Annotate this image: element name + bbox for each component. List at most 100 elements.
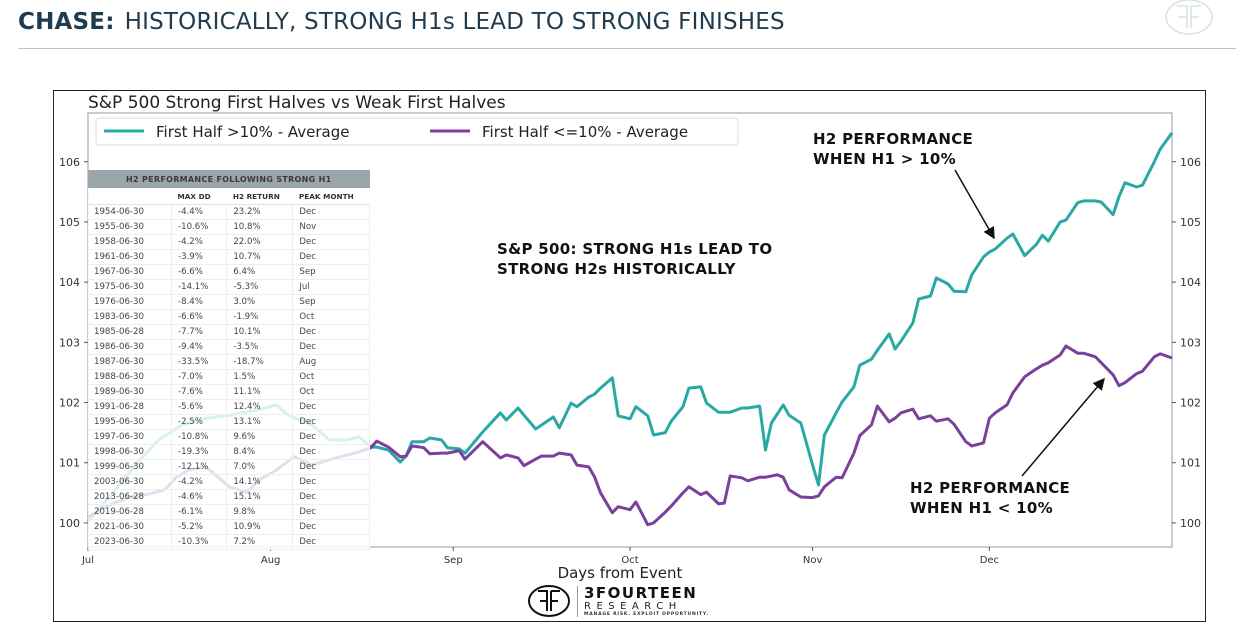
y-tick-label-left: 104 bbox=[59, 276, 80, 289]
table-cell: 1987-06-30 bbox=[88, 354, 172, 370]
x-tick-label: Oct bbox=[621, 555, 638, 566]
table-cell: 6.4% bbox=[226, 264, 294, 280]
table-cell: -3.5% bbox=[226, 339, 294, 355]
y-tick-label-right: 101 bbox=[1180, 457, 1201, 470]
table-row: 1998-06-30 -19.3% 8.4% Dec bbox=[88, 444, 370, 460]
annotation-strong: H2 PERFORMANCE WHEN H1 > 10% bbox=[813, 129, 973, 169]
figure-frame bbox=[53, 90, 1206, 622]
table-cell: 2023-06-30 bbox=[88, 534, 172, 550]
table-cell: Dec bbox=[292, 459, 370, 475]
table-cell: 1967-06-30 bbox=[88, 264, 172, 280]
arrow-weak-icon bbox=[1021, 377, 1105, 477]
table-cell: -1.9% bbox=[226, 309, 294, 325]
table-cell: 1995-06-30 bbox=[88, 414, 172, 430]
table-cell: -4.6% bbox=[171, 489, 228, 505]
table-cell: -4.4% bbox=[171, 204, 228, 220]
table-cell: Sep bbox=[292, 294, 370, 310]
table-cell: Oct bbox=[292, 369, 370, 385]
annotation-strong-line: H2 PERFORMANCE bbox=[813, 130, 974, 148]
table-row: 2003-06-30 -4.2% 14.1% Dec bbox=[88, 474, 370, 490]
table-cell: Jul bbox=[292, 279, 370, 295]
table-cell: -7.7% bbox=[171, 324, 228, 340]
legend bbox=[95, 117, 739, 146]
table-title: H2 PERFORMANCE FOLLOWING STRONG H1 bbox=[88, 170, 370, 188]
table-cell: 13.1% bbox=[226, 414, 294, 430]
table-row: 1988-06-30 -7.0% 1.5% Oct bbox=[88, 369, 370, 385]
table-cell: Dec bbox=[292, 429, 370, 445]
table-cell: 11.1% bbox=[226, 384, 294, 400]
column-header: H2 RETURN bbox=[226, 188, 293, 205]
column-header bbox=[88, 188, 172, 205]
x-tick-label: Dec bbox=[980, 555, 999, 566]
table-cell: Sep bbox=[292, 264, 370, 280]
3fourteen-logo-icon bbox=[528, 585, 570, 617]
table-cell: -7.0% bbox=[171, 369, 228, 385]
table-cell: 1998-06-30 bbox=[88, 444, 172, 460]
table-cell: Dec bbox=[292, 534, 370, 550]
annotation-center: S&P 500: STRONG H1s LEAD TO STRONG H2s H… bbox=[497, 239, 772, 279]
watermark-logo-icon bbox=[1163, 0, 1215, 44]
table-cell: 12.4% bbox=[226, 399, 294, 415]
table-cell: -18.7% bbox=[226, 354, 294, 370]
annotation-center-line: STRONG H2s HISTORICALLY bbox=[497, 260, 736, 278]
table-row: 1954-06-30 -4.4% 23.2% Dec bbox=[88, 204, 370, 220]
table-cell: Oct bbox=[292, 384, 370, 400]
y-tick-label-right: 104 bbox=[1180, 276, 1201, 289]
arrow-strong-icon bbox=[954, 169, 995, 240]
y-tick-label-right: 105 bbox=[1180, 216, 1201, 229]
table-row: 1999-06-30 -12.1% 7.0% Dec bbox=[88, 459, 370, 475]
annotation-center-line: S&P 500: STRONG H1s LEAD TO bbox=[497, 240, 773, 258]
table-cell: 1989-06-30 bbox=[88, 384, 172, 400]
y-tick-label-left: 102 bbox=[59, 397, 80, 410]
table-cell: 1961-06-30 bbox=[88, 249, 172, 265]
table-cell: Dec bbox=[292, 249, 370, 265]
column-header: PEAK MONTH bbox=[292, 188, 370, 205]
table-cell: 10.9% bbox=[226, 519, 294, 535]
table-row: 2023-06-30 -10.3% 7.2% Dec bbox=[88, 534, 370, 550]
table-cell: -10.6% bbox=[171, 219, 228, 235]
y-tick-label-left: 103 bbox=[59, 336, 80, 349]
table-cell: Nov bbox=[292, 219, 370, 235]
table-cell: 14.1% bbox=[226, 474, 294, 490]
y-tick-label-right: 106 bbox=[1180, 156, 1201, 169]
table-cell: 10.7% bbox=[226, 249, 294, 265]
series-line-strong-h1 bbox=[86, 132, 1174, 523]
table-cell: -6.6% bbox=[171, 309, 228, 325]
performance-table: H2 PERFORMANCE FOLLOWING STRONG H1 MAX D… bbox=[88, 170, 370, 550]
table-cell: Dec bbox=[292, 414, 370, 430]
annotation-weak-line: H2 PERFORMANCE bbox=[910, 479, 1071, 497]
table-cell: 10.1% bbox=[226, 324, 294, 340]
table-cell: -8.4% bbox=[171, 294, 228, 310]
table-cell: -19.3% bbox=[171, 444, 228, 460]
table-row: 1987-06-30 -33.5% -18.7% Aug bbox=[88, 354, 370, 370]
table-cell: -5.3% bbox=[226, 279, 294, 295]
table-cell: Dec bbox=[292, 324, 370, 340]
table-row: 1967-06-30 -6.6% 6.4% Sep bbox=[88, 264, 370, 280]
table-cell: 1986-06-30 bbox=[88, 339, 172, 355]
table-cell: 8.4% bbox=[226, 444, 294, 460]
table-row: 1983-06-30 -6.6% -1.9% Oct bbox=[88, 309, 370, 325]
table-cell: Dec bbox=[292, 504, 370, 520]
table-cell: Dec bbox=[292, 444, 370, 460]
y-tick-label-right: 100 bbox=[1180, 517, 1201, 530]
table-cell: -10.8% bbox=[171, 429, 228, 445]
y-tick-label-right: 103 bbox=[1180, 336, 1201, 349]
table-cell: 7.2% bbox=[226, 534, 294, 550]
table-cell: -6.1% bbox=[171, 504, 228, 520]
y-tick-label-left: 100 bbox=[59, 517, 80, 530]
table-row: 1985-06-28 -7.7% 10.1% Dec bbox=[88, 324, 370, 340]
table-cell: Dec bbox=[292, 204, 370, 220]
x-tick-label: Aug bbox=[261, 555, 281, 566]
table-cell: 22.0% bbox=[226, 234, 294, 250]
table-cell: 1991-06-28 bbox=[88, 399, 172, 415]
table-cell: Aug bbox=[292, 354, 370, 370]
annotation-strong-line: WHEN H1 > 10% bbox=[813, 150, 956, 168]
table-cell: Dec bbox=[292, 474, 370, 490]
table-cell: -4.2% bbox=[171, 234, 228, 250]
table-row: 2021-06-30 -5.2% 10.9% Dec bbox=[88, 519, 370, 535]
annotation-weak-line: WHEN H1 < 10% bbox=[910, 499, 1053, 517]
y-tick-label-left: 105 bbox=[59, 216, 80, 229]
table-cell: 1954-06-30 bbox=[88, 204, 172, 220]
table-cell: -3.9% bbox=[171, 249, 228, 265]
